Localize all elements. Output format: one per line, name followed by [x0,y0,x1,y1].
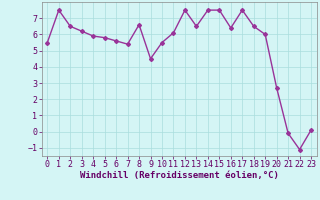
X-axis label: Windchill (Refroidissement éolien,°C): Windchill (Refroidissement éolien,°C) [80,171,279,180]
